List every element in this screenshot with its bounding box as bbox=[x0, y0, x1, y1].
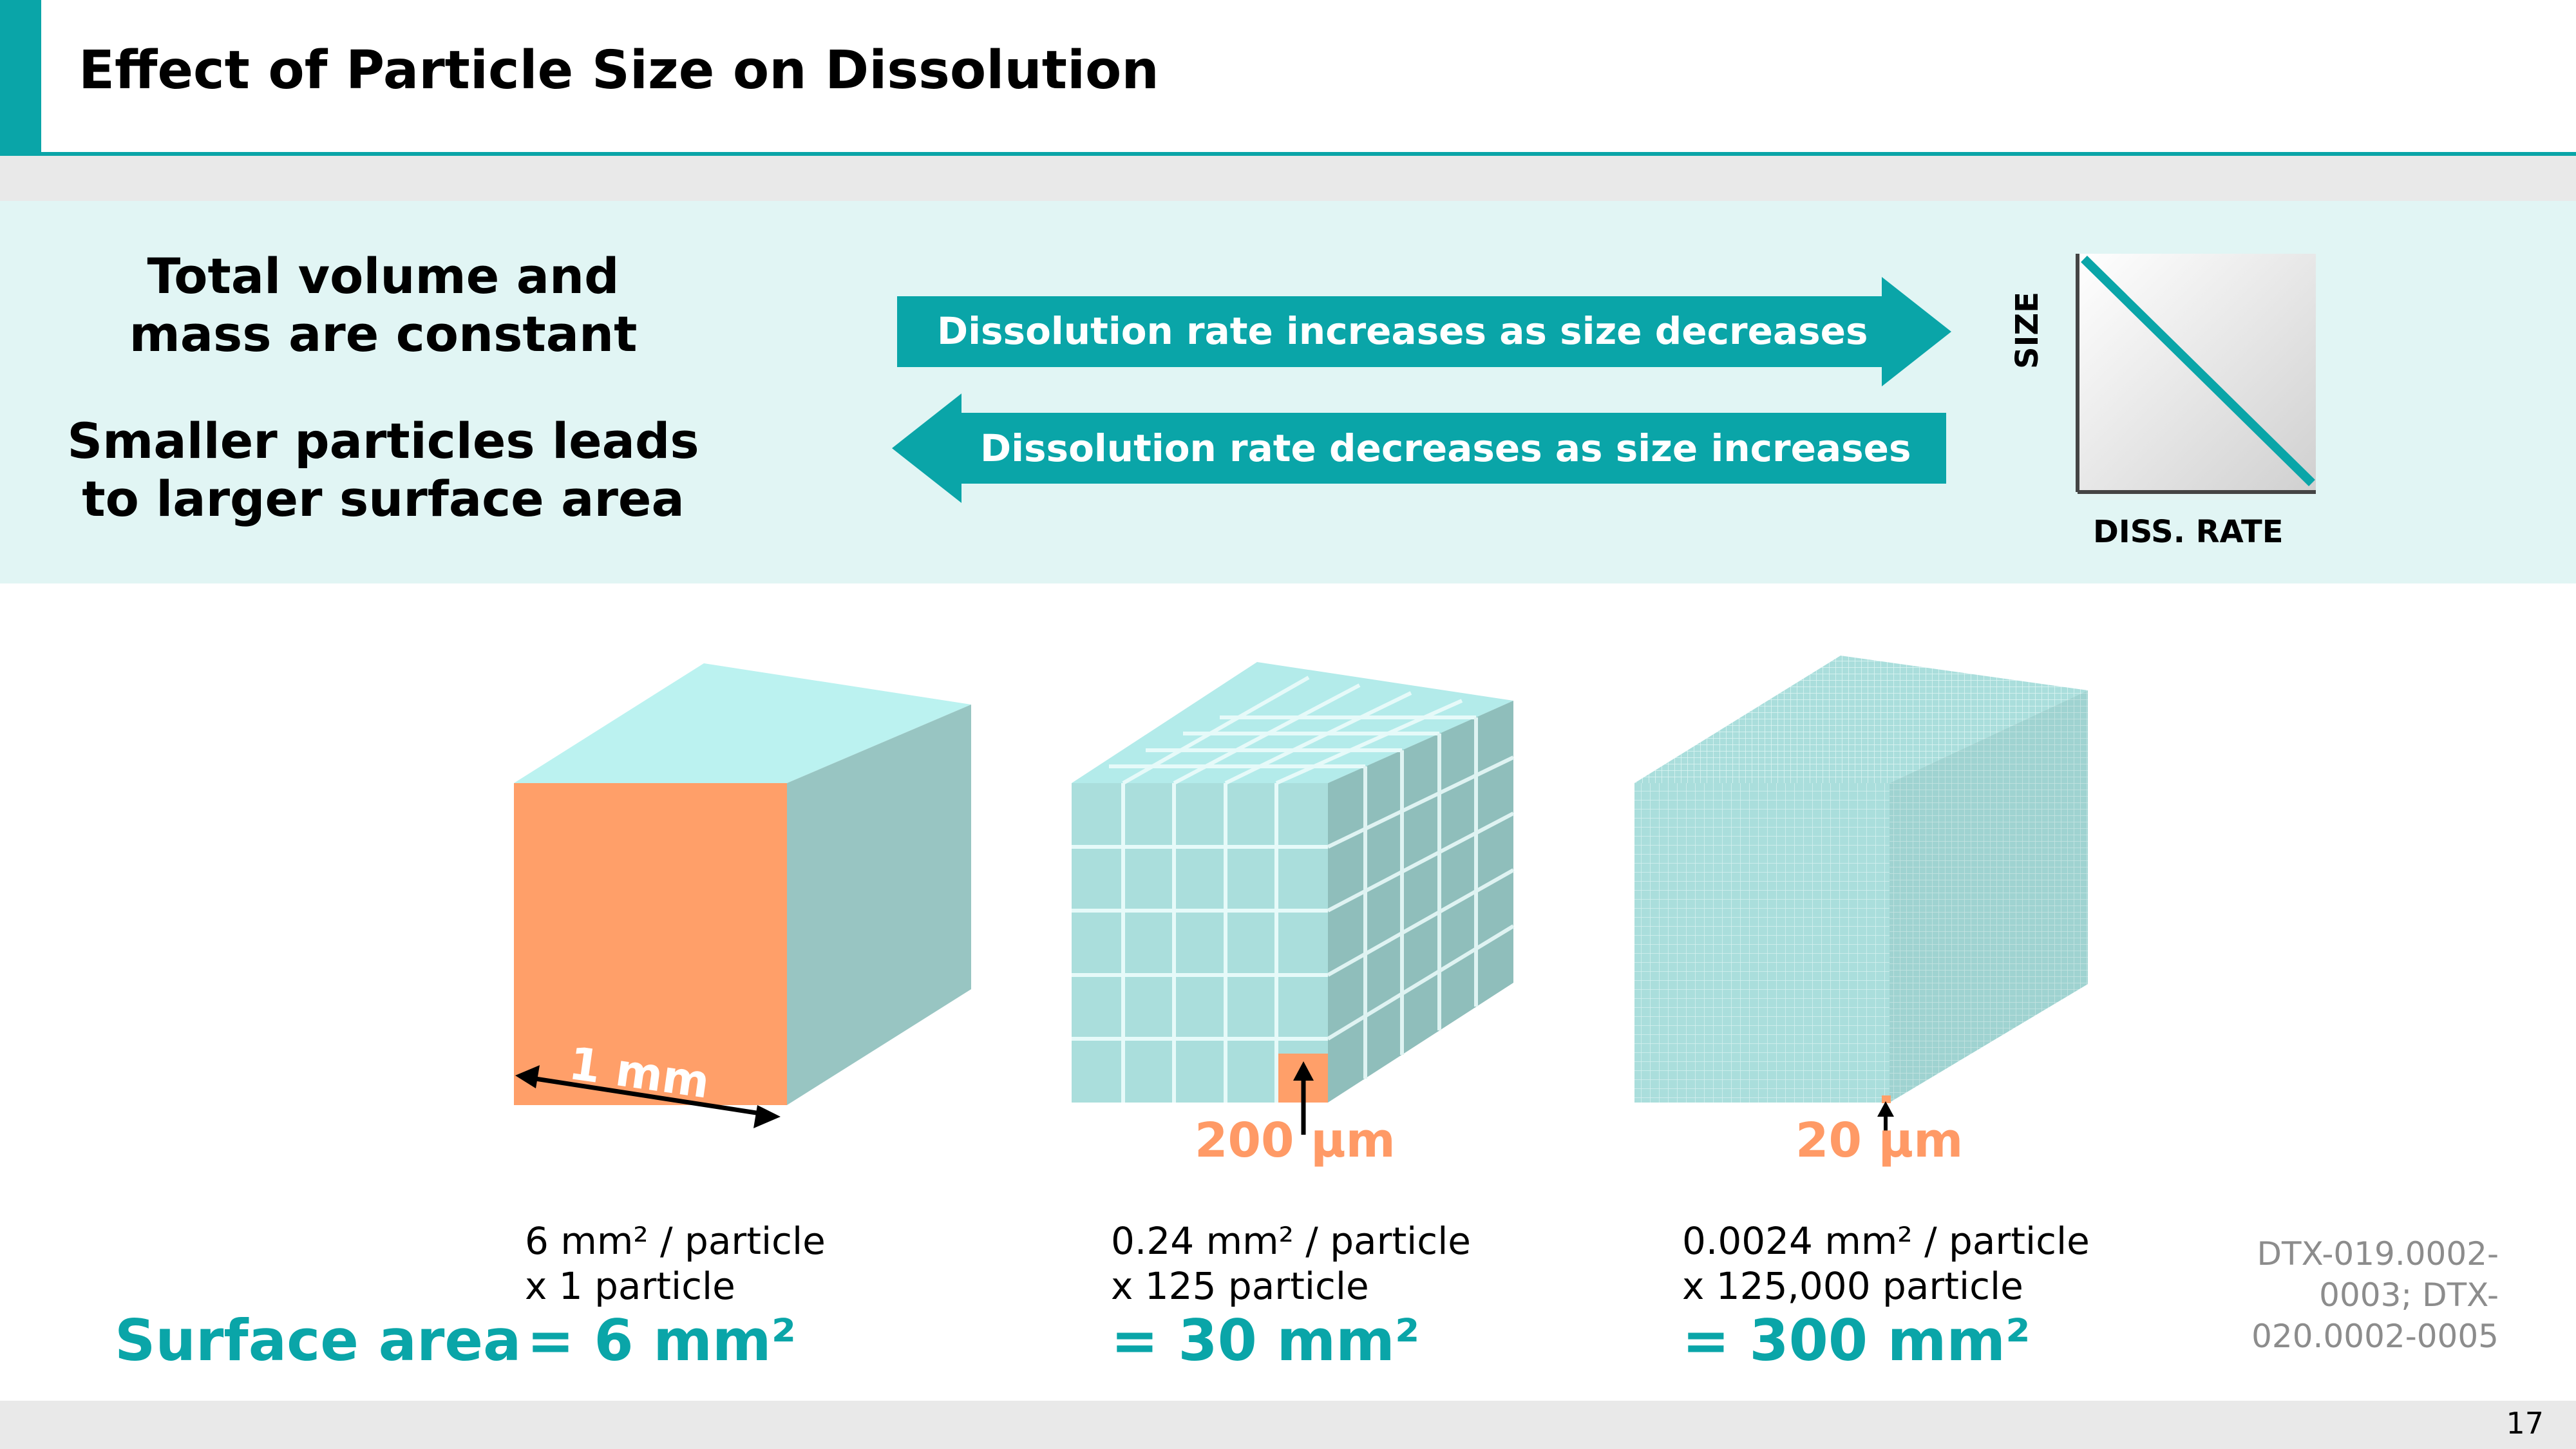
constant-volume-line-1: Total volume and bbox=[147, 247, 620, 305]
large-cube-front bbox=[514, 783, 787, 1105]
chart-y-label: SIZE bbox=[2009, 291, 2045, 369]
pointer-arrowhead-200 bbox=[1293, 1061, 1314, 1081]
header-accent-bar bbox=[0, 0, 41, 156]
fine-cube-front bbox=[1634, 783, 1889, 1103]
fine-cube-side bbox=[1889, 690, 2088, 1103]
medium-cube bbox=[1072, 662, 1515, 1135]
tiny-highlight-cube bbox=[1882, 1095, 1891, 1103]
smaller-particles-text: Smaller particles leads to larger surfac… bbox=[45, 412, 721, 528]
fine-cube-side-shade bbox=[1889, 690, 2088, 1103]
size-vs-rate-chart bbox=[2076, 254, 2316, 494]
page-title: Effect of Particle Size on Dissolution bbox=[79, 40, 1159, 101]
large-cube-side bbox=[787, 705, 971, 1105]
medium-cube-front bbox=[1072, 783, 1328, 1103]
footer-band bbox=[0, 1401, 2576, 1449]
arrow-left-label: Dissolution rate decreases as size incre… bbox=[980, 426, 1911, 470]
dimension-label-200um: 200 µm bbox=[1195, 1113, 1396, 1168]
arrow-left-shape bbox=[892, 393, 1946, 503]
reference-line-2: 0003; DTX- bbox=[2319, 1276, 2499, 1314]
pointer-arrowhead-20 bbox=[1877, 1101, 1894, 1117]
constant-volume-text: Total volume and mass are constant bbox=[45, 247, 721, 363]
medium-cube-side-grid bbox=[1327, 717, 1515, 1079]
large-cube-top bbox=[514, 663, 971, 783]
header-gray-band bbox=[0, 156, 2576, 201]
reference-line-3: 020.0002-0005 bbox=[2251, 1318, 2499, 1355]
dimension-label-20um: 20 µm bbox=[1795, 1113, 1964, 1168]
arrow-right-label: Dissolution rate increases as size decre… bbox=[937, 309, 1868, 353]
caption-cube-3: 0.0024 mm² / particle x 125,000 particle bbox=[1682, 1218, 2090, 1309]
fine-cube bbox=[1634, 656, 2088, 1133]
caption-cube-1-line-1: 6 mm² / particle bbox=[525, 1219, 826, 1263]
exhibit-reference: DTX-019.0002- 0003; DTX- 020.0002-0005 bbox=[2202, 1233, 2499, 1357]
medium-cube-top-grid bbox=[1109, 676, 1476, 785]
medium-cube-front-grid bbox=[1072, 783, 1328, 1103]
smaller-particles-line-1: Smaller particles leads bbox=[67, 412, 699, 469]
direction-arrows bbox=[892, 277, 1951, 503]
caption-cube-3-line-2: x 125,000 particle bbox=[1682, 1264, 2023, 1308]
fine-cube-top bbox=[1634, 656, 2088, 783]
caption-cube-1-line-2: x 1 particle bbox=[525, 1264, 735, 1308]
result-cube-3: = 300 mm² bbox=[1682, 1307, 2031, 1374]
chart-trend-line bbox=[2081, 256, 2315, 486]
caption-cube-2-line-2: x 125 particle bbox=[1111, 1264, 1369, 1308]
page-number: 17 bbox=[2506, 1406, 2544, 1441]
dimension-arrowhead-right bbox=[753, 1105, 781, 1128]
chart-x-label: DISS. RATE bbox=[2093, 514, 2284, 550]
dimension-line bbox=[522, 1074, 773, 1118]
caption-cube-2-line-1: 0.24 mm² / particle bbox=[1111, 1219, 1471, 1263]
result-cube-2: = 30 mm² bbox=[1111, 1307, 1420, 1374]
arrow-right-shape bbox=[897, 277, 1951, 386]
result-cube-1: = 6 mm² bbox=[527, 1307, 797, 1374]
large-cube bbox=[514, 663, 971, 1128]
caption-cube-2: 0.24 mm² / particle x 125 particle bbox=[1111, 1218, 1471, 1309]
cubes-illustration bbox=[514, 656, 2088, 1135]
constant-volume-line-2: mass are constant bbox=[129, 305, 638, 363]
header-underline bbox=[41, 152, 2576, 156]
medium-cube-side bbox=[1328, 701, 1513, 1103]
reference-line-1: DTX-019.0002- bbox=[2257, 1235, 2499, 1273]
surface-area-label: Surface area bbox=[115, 1307, 522, 1374]
caption-cube-1: 6 mm² / particle x 1 particle bbox=[525, 1218, 826, 1309]
caption-cube-3-line-1: 0.0024 mm² / particle bbox=[1682, 1219, 2090, 1263]
smaller-particles-line-2: to larger surface area bbox=[82, 470, 685, 527]
dimension-arrowhead-left bbox=[515, 1065, 540, 1088]
